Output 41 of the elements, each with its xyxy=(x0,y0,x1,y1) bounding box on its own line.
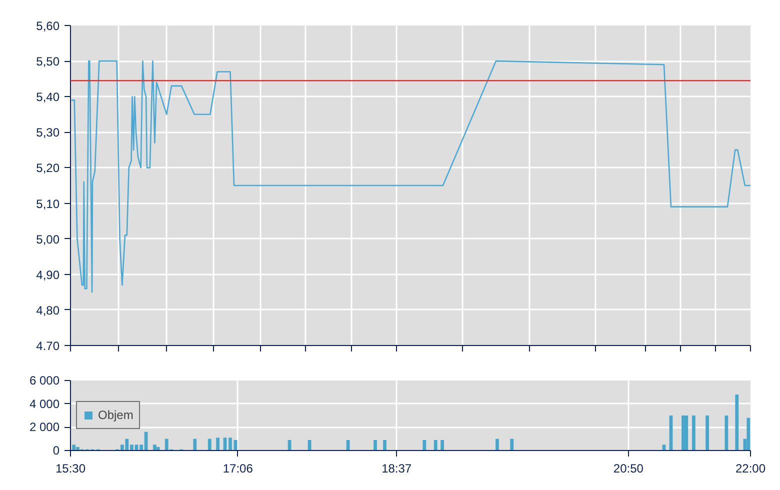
bar xyxy=(383,440,386,450)
bar xyxy=(288,440,292,450)
bar xyxy=(422,440,426,450)
bar xyxy=(374,440,377,450)
y-tick-label: 6 000 xyxy=(29,374,60,388)
bar xyxy=(434,440,438,450)
x-tick-label: 22:00 xyxy=(735,462,766,476)
bar xyxy=(692,416,696,450)
bar xyxy=(216,438,220,450)
x-tick-label: 17:06 xyxy=(222,462,254,476)
line-series xyxy=(70,60,750,293)
bar xyxy=(440,440,444,450)
bar xyxy=(706,416,709,450)
bar xyxy=(746,418,750,450)
y-tick-label: 2 000 xyxy=(29,420,60,434)
y-tick-label: 4.70 xyxy=(36,339,60,353)
y-tick-label: 5,00 xyxy=(36,232,60,246)
y-tick-label: 4,80 xyxy=(36,303,60,318)
bar xyxy=(496,438,499,450)
bar xyxy=(724,416,728,450)
bar xyxy=(208,438,212,450)
y-tick-label: 5,20 xyxy=(36,161,60,176)
bar xyxy=(153,444,156,450)
y-tick-label: 5,40 xyxy=(36,90,60,104)
x-tick-label: 15:30 xyxy=(55,462,86,476)
bar xyxy=(193,438,197,450)
bar xyxy=(228,438,232,450)
bar xyxy=(684,416,688,450)
x-tick-label: 18:37 xyxy=(382,462,412,476)
y-tick-label: 5,10 xyxy=(36,196,60,211)
y-tick-label: 4,90 xyxy=(36,268,60,282)
y-tick-label: 5,60 xyxy=(36,19,60,33)
bar xyxy=(510,438,514,450)
y-tick-label: 5,30 xyxy=(36,126,60,140)
bar xyxy=(72,444,76,450)
y-tick-label: 0 xyxy=(52,444,60,458)
y-tick-label: 5,50 xyxy=(36,54,60,69)
y-tick-label: 4 000 xyxy=(29,396,60,411)
x-tick-label: 20:50 xyxy=(613,462,644,476)
bar xyxy=(735,394,739,450)
legend-label: Objem xyxy=(98,408,134,422)
